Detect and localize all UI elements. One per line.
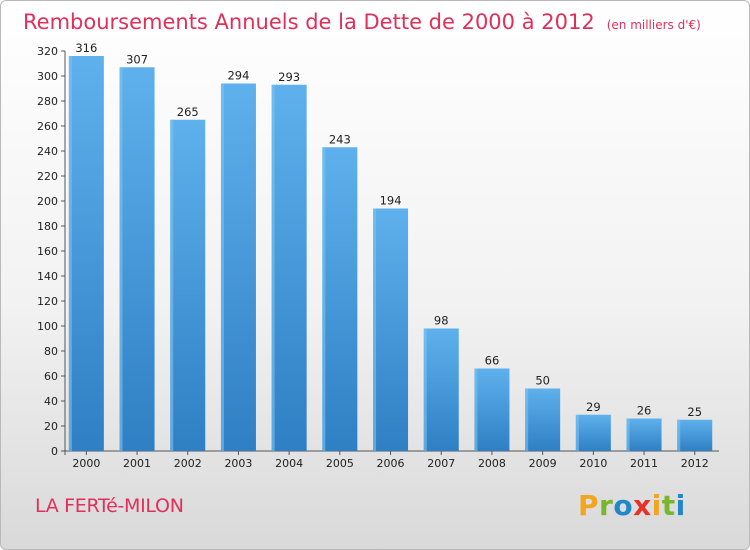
x-tick-label: 2003 [224, 457, 252, 470]
bar-highlight [322, 147, 326, 451]
logo-letter: P [578, 489, 600, 522]
bar-value-label: 316 [75, 41, 97, 55]
bar-highlight [68, 56, 72, 451]
bar-value-label: 194 [380, 194, 402, 208]
x-tick-label: 2011 [630, 457, 658, 470]
bar [677, 419, 713, 451]
x-tick-label: 2005 [326, 457, 354, 470]
x-tick-label: 2009 [529, 457, 557, 470]
y-tick-label: 260 [37, 120, 58, 133]
bar [271, 84, 307, 451]
bar-highlight [626, 418, 630, 451]
bar-value-label: 243 [329, 132, 351, 146]
y-tick-label: 180 [37, 220, 58, 233]
logo-letter: i [651, 489, 662, 522]
logo-letter: x [633, 489, 652, 522]
y-tick-label: 220 [37, 170, 58, 183]
bar [220, 83, 256, 451]
y-tick-label: 140 [37, 270, 58, 283]
bar [170, 119, 206, 451]
bar-value-label: 265 [177, 105, 199, 119]
y-tick-label: 120 [37, 295, 58, 308]
x-tick-label: 2001 [123, 457, 151, 470]
bar [626, 418, 662, 451]
bar-value-label: 98 [434, 314, 449, 328]
logo-letter: i [675, 489, 686, 522]
bar-highlight [423, 328, 427, 451]
bar-highlight [220, 83, 224, 451]
chart-subtitle: (en milliers d'€) [607, 18, 701, 32]
x-tick-label: 2006 [377, 457, 405, 470]
proxiti-logo: Proxiti [578, 489, 686, 522]
logo-letter: o [613, 489, 634, 522]
bar-value-label: 50 [535, 374, 550, 388]
bar-layer: 316 307 265 294 293 243 194 98 66 50 29 26 25 [68, 41, 713, 451]
bar-value-label: 25 [687, 405, 702, 419]
y-tick-label: 40 [44, 395, 58, 408]
bar [474, 368, 510, 451]
x-tick-label: 2010 [579, 457, 607, 470]
bar-highlight [373, 208, 377, 451]
bar-highlight [170, 119, 174, 451]
bar-highlight [271, 84, 275, 451]
bar [525, 388, 561, 451]
x-tick-label: 2007 [427, 457, 455, 470]
y-tick-label: 0 [51, 445, 58, 458]
y-tick-label: 20 [44, 420, 58, 433]
x-tick-label: 2004 [275, 457, 303, 470]
y-tick-label: 100 [37, 320, 58, 333]
y-tick-label: 160 [37, 245, 58, 258]
bar-value-label: 307 [126, 52, 148, 66]
bar-value-label: 293 [278, 70, 300, 84]
x-tick-label: 2012 [681, 457, 709, 470]
bar-highlight [119, 67, 123, 451]
location-label: LA FERTé-MILON [35, 495, 184, 517]
bar [68, 56, 104, 451]
y-tick-label: 80 [44, 345, 58, 358]
bar-value-label: 294 [227, 69, 249, 83]
x-tick-label: 2008 [478, 457, 506, 470]
y-tick-label: 300 [37, 70, 58, 83]
bar [423, 328, 459, 451]
chart-title-main: Remboursements Annuels de la Dette de 20… [23, 10, 595, 34]
bar [119, 67, 155, 451]
y-tick-label: 320 [37, 45, 58, 58]
axis-layer: 0 20 40 60 80 100 120 140 160 180 200 220 240 260 280 3… [37, 45, 719, 470]
x-tick-label: 2002 [174, 457, 202, 470]
y-tick-label: 200 [37, 195, 58, 208]
bar-value-label: 66 [485, 354, 500, 368]
bar-highlight [575, 414, 579, 451]
y-tick-label: 60 [44, 370, 58, 383]
bar-value-label: 29 [586, 400, 601, 414]
chart-title: Remboursements Annuels de la Dette de 20… [23, 10, 701, 34]
x-tick-label: 2000 [72, 457, 100, 470]
bar [575, 414, 611, 451]
y-tick-label: 240 [37, 145, 58, 158]
bar-highlight [677, 419, 681, 451]
bar [322, 147, 358, 451]
y-tick-label: 280 [37, 95, 58, 108]
logo-letter: r [599, 489, 614, 522]
bar-value-label: 26 [637, 404, 652, 418]
bar [373, 208, 409, 451]
logo-letter: t [661, 489, 676, 522]
bar-highlight [474, 368, 478, 451]
bar-highlight [525, 388, 529, 451]
